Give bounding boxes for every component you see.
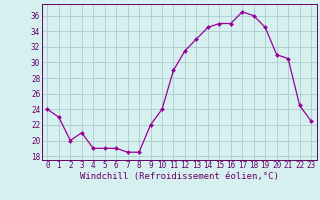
X-axis label: Windchill (Refroidissement éolien,°C): Windchill (Refroidissement éolien,°C) — [80, 172, 279, 181]
